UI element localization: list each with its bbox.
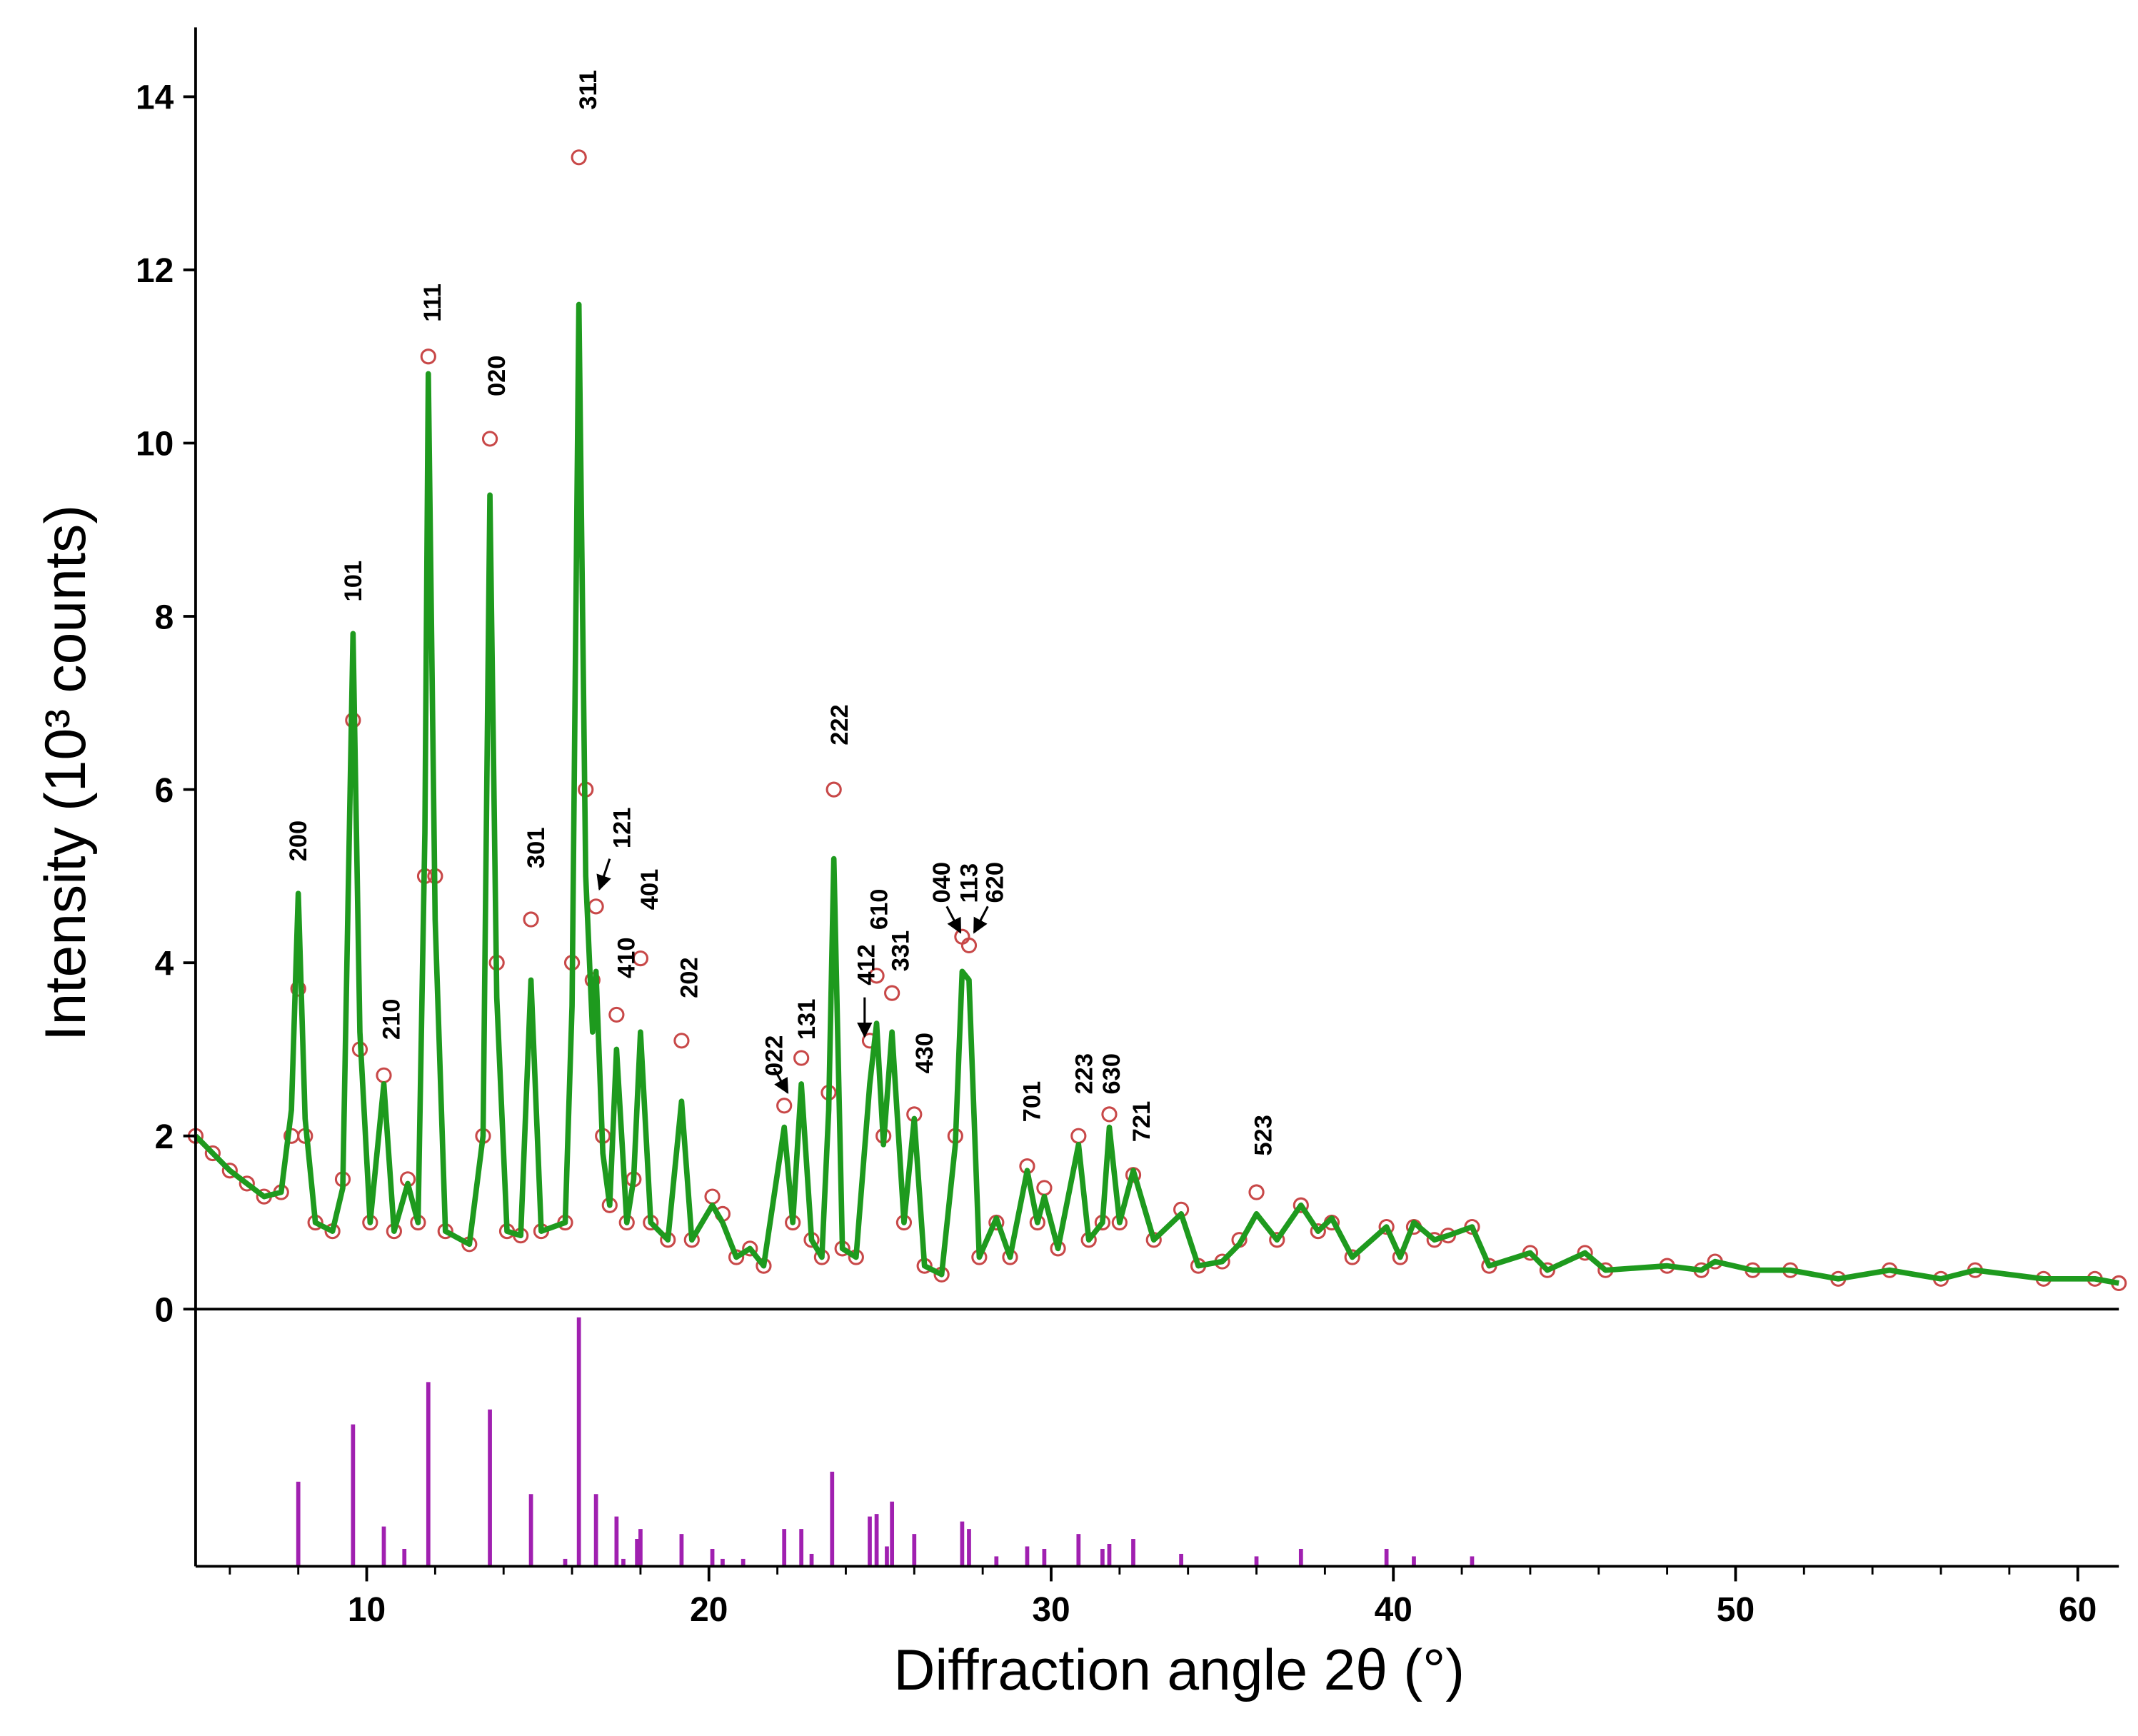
y-tick-label: 0	[155, 1292, 174, 1330]
observed-point	[884, 985, 900, 1001]
y-tick-label: 12	[136, 252, 174, 290]
peak-label: 311	[575, 70, 602, 110]
observed-point	[825, 781, 842, 798]
peak-label: 610	[865, 889, 893, 930]
peak-label: 040	[928, 862, 955, 903]
peak-label: 223	[1070, 1053, 1098, 1095]
peak-label: 301	[523, 827, 550, 868]
observed-point	[481, 431, 498, 447]
peak-label: 200	[285, 821, 312, 862]
observed-point	[632, 950, 649, 967]
observed-point	[221, 1163, 238, 1179]
observed-point	[1101, 1106, 1118, 1123]
observed-point	[742, 1240, 758, 1257]
observed-point	[1070, 1128, 1087, 1144]
observed-point	[204, 1145, 221, 1162]
observed-point	[793, 1050, 810, 1066]
y-tick-label: 6	[155, 772, 174, 810]
x-tick-label: 30	[1032, 1591, 1070, 1629]
peak-label: 121	[609, 808, 636, 849]
observed-point	[239, 1175, 255, 1192]
observed-point	[523, 911, 539, 928]
observed-point	[1248, 1184, 1265, 1200]
peak-label: 131	[793, 999, 820, 1040]
observed-point	[704, 1188, 721, 1205]
peak-label: 020	[483, 356, 511, 397]
peak-label: 721	[1128, 1101, 1155, 1143]
peak-arrow	[945, 905, 962, 934]
observed-point	[1293, 1197, 1309, 1213]
observed-point	[960, 937, 978, 954]
y-tick-label: 8	[155, 598, 174, 636]
x-tick-label: 20	[690, 1591, 728, 1629]
observed-point	[608, 1006, 625, 1023]
peak-label: 113	[955, 863, 983, 903]
peak-label: 331	[888, 930, 915, 972]
x-tick-label: 50	[1717, 1591, 1755, 1629]
x-tick-label: 60	[2059, 1591, 2097, 1629]
observed-point	[1378, 1218, 1395, 1235]
observed-point	[776, 1098, 793, 1114]
peak-arrow	[596, 858, 611, 891]
y-tick-label: 10	[136, 426, 174, 463]
observed-point	[1344, 1249, 1360, 1265]
peak-label: 523	[1250, 1115, 1278, 1156]
observed-point	[673, 1033, 690, 1049]
peak-label: 202	[676, 957, 703, 998]
peak-label: 210	[378, 999, 406, 1040]
peak-label: 101	[340, 561, 367, 602]
y-tick-label: 2	[155, 1118, 174, 1156]
observed-point	[571, 149, 587, 166]
observed-point	[376, 1067, 392, 1083]
x-tick-label: 10	[348, 1591, 386, 1629]
observed-point	[1036, 1180, 1053, 1196]
peak-label: 412	[853, 944, 880, 985]
peak-label: 430	[911, 1033, 938, 1074]
peak-label: 620	[981, 862, 1008, 903]
peak-label: 222	[826, 704, 853, 746]
observed-point	[868, 968, 885, 984]
y-tick-label: 14	[136, 79, 174, 117]
calculated-line	[194, 301, 2119, 1286]
observed-point	[1269, 1232, 1285, 1248]
observed-point	[588, 898, 604, 915]
peak-label: 630	[1098, 1053, 1125, 1095]
peak-label: 401	[636, 869, 663, 910]
y-tick-label: 4	[155, 945, 174, 983]
observed-point	[420, 348, 436, 365]
observed-point	[1577, 1245, 1593, 1261]
peak-label: 410	[613, 937, 640, 978]
peak-label: 701	[1019, 1081, 1046, 1123]
observed-point	[1310, 1223, 1326, 1240]
y-axis-title: Intensity (10³ counts)	[34, 505, 98, 1041]
x-axis-title: Diffraction angle 2θ (°)	[893, 1638, 1465, 1702]
peak-arrow	[973, 905, 989, 934]
peak-arrow	[773, 1068, 789, 1094]
observed-point	[1539, 1262, 1555, 1278]
peak-label: 111	[419, 284, 446, 322]
x-tick-label: 40	[1375, 1591, 1412, 1629]
